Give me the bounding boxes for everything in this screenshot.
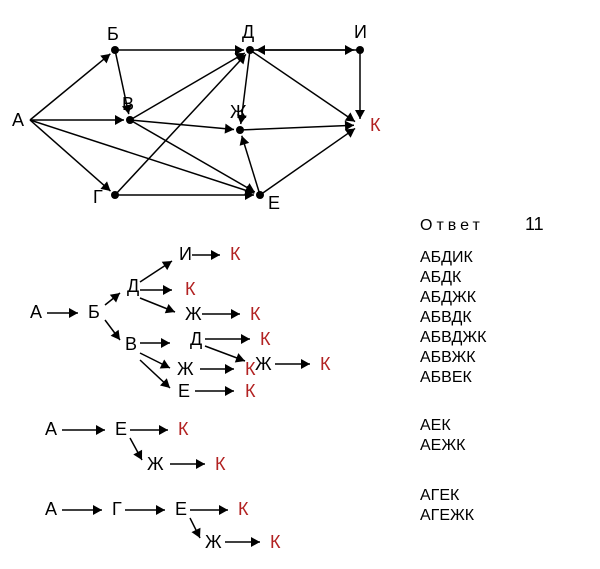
graph-node-label: Д: [242, 22, 254, 42]
path-list-item: АГЕЖК: [420, 507, 475, 524]
tree-node-label: К: [270, 532, 281, 552]
path-list-item: АБВЖК: [420, 349, 476, 366]
tree-node-label: Д: [127, 276, 139, 296]
tree-node-label: В: [125, 334, 137, 354]
tree-node-label: А: [45, 499, 57, 519]
graph-node-label: В: [122, 94, 134, 114]
path-list-item: АБДЖК: [420, 289, 477, 306]
path-list-item: АБДИК: [420, 249, 474, 266]
tree-node-label: Б: [88, 302, 100, 322]
tree-node-label: А: [30, 302, 42, 322]
graph-node-label: К: [370, 115, 381, 135]
path-list-item: АЕК: [420, 417, 451, 434]
tree-node-label: Ж: [177, 359, 194, 379]
tree-node-label: К: [245, 359, 256, 379]
tree-node-label: Ж: [147, 454, 164, 474]
answer-value: 11: [525, 214, 544, 234]
graph-node-label: Ж: [230, 102, 247, 122]
tree-node-label: Ж: [185, 304, 202, 324]
graph-node-label: Б: [107, 24, 119, 44]
tree-node-label: К: [250, 304, 261, 324]
tree-node-label: И: [179, 244, 192, 264]
tree-node-label: К: [260, 329, 271, 349]
tree-node-label: К: [178, 419, 189, 439]
path-list-item: АБВЕК: [420, 369, 473, 386]
path-list-item: АГЕК: [420, 487, 460, 504]
graph-node-label: А: [12, 110, 24, 130]
tree-node-label: Е: [175, 499, 187, 519]
answer-block: Ответ 11: [420, 214, 544, 234]
answer-label: Ответ: [420, 217, 484, 234]
path-list-item: АБВДЖК: [420, 329, 487, 346]
tree-node-label: К: [245, 381, 256, 401]
graph-edges: [30, 45, 365, 200]
tree-node-label: А: [45, 419, 57, 439]
diagram-canvas: АБВГДЖЕИК ИКДКАБЖКВДКЖКЖКЕКАЕКЖКАГЕКЖК О…: [0, 0, 600, 569]
tree-node-label: К: [185, 279, 196, 299]
tree-node-label: Ж: [255, 354, 272, 374]
graph-node-label: Г: [93, 187, 103, 207]
tree-node-label: Ж: [205, 532, 222, 552]
tree-node-label: Е: [178, 381, 190, 401]
path-list-item: АБДК: [420, 269, 462, 286]
tree-node-label: К: [320, 354, 331, 374]
path-lists: АБДИК АБДК АБДЖК АБВДК АБВДЖК АБВЖК АБВЕК АЕК АЕ…: [420, 249, 487, 524]
tree-node-label: К: [230, 244, 241, 264]
path-tree: ИКДКАБЖКВДКЖКЖКЕКАЕКЖКАГЕКЖК: [30, 244, 331, 552]
tree-node-label: Е: [115, 419, 127, 439]
path-list-item: АБВДК: [420, 309, 472, 326]
tree-node-label: Г: [112, 499, 122, 519]
graph-node-label: Е: [268, 193, 280, 213]
graph-node-label: И: [354, 22, 367, 42]
tree-node-label: Д: [190, 329, 202, 349]
tree-node-label: К: [238, 499, 249, 519]
path-list-item: АЕЖК: [420, 437, 466, 454]
tree-node-label: К: [215, 454, 226, 474]
